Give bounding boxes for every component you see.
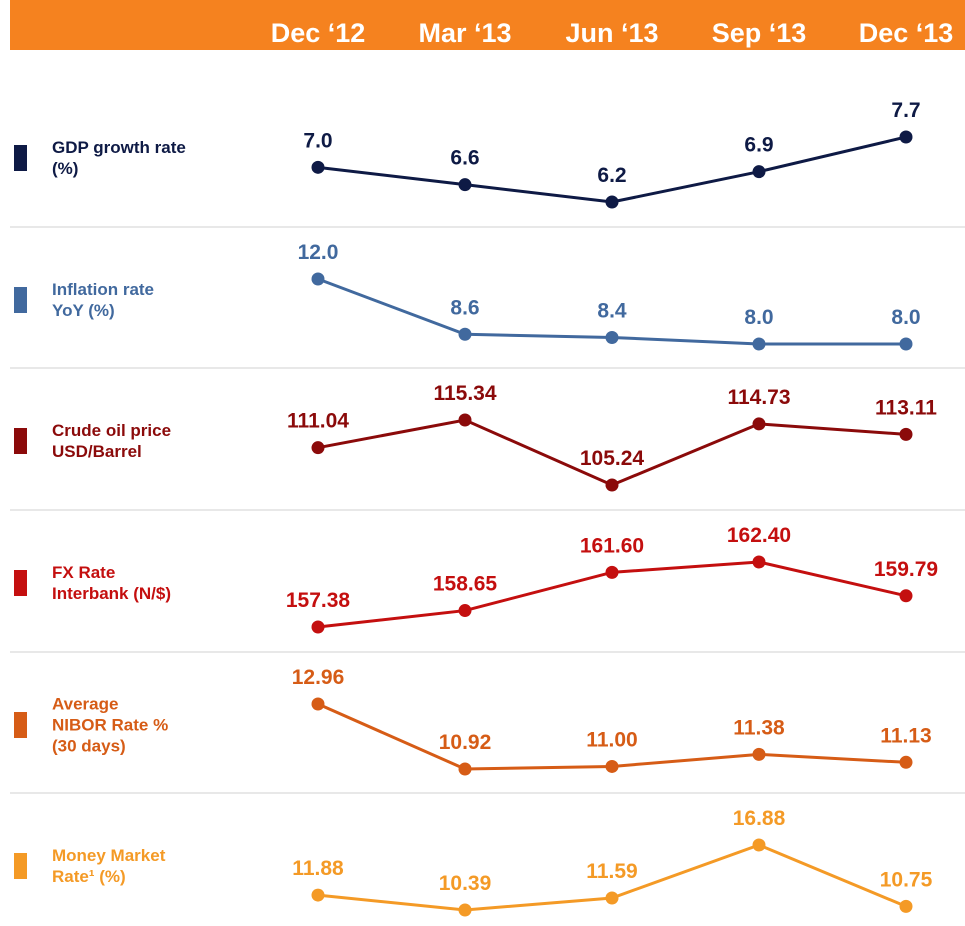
- header-bar: [10, 0, 965, 50]
- data-point: [899, 755, 913, 769]
- data-label: 8.4: [597, 300, 627, 323]
- data-point: [458, 762, 472, 776]
- data-label: 6.2: [597, 164, 626, 187]
- data-point: [899, 427, 913, 441]
- data-point: [458, 413, 472, 427]
- data-label: 161.60: [580, 534, 644, 557]
- data-point: [605, 759, 619, 773]
- data-label: 115.34: [433, 382, 496, 405]
- data-point: [752, 838, 766, 852]
- data-label: 111.04: [287, 410, 349, 433]
- data-label: 7.7: [891, 99, 920, 122]
- data-label: 8.6: [450, 296, 479, 319]
- data-label: 113.11: [875, 396, 937, 419]
- data-point: [458, 178, 472, 192]
- data-label: 11.13: [880, 724, 931, 747]
- data-point: [458, 903, 472, 917]
- data-label: 105.24: [580, 447, 645, 470]
- data-point: [752, 555, 766, 569]
- data-label: 159.79: [874, 558, 938, 581]
- data-label: 157.38: [286, 589, 351, 612]
- data-point: [752, 165, 766, 179]
- legend-swatch: [14, 145, 27, 171]
- data-point: [311, 441, 325, 455]
- data-point: [899, 337, 913, 351]
- column-header: Dec ‘13: [859, 18, 954, 48]
- data-label: 11.00: [586, 728, 637, 751]
- data-label: 12.96: [292, 666, 345, 689]
- data-point: [311, 697, 325, 711]
- row-label: FX Rate Interbank (N/$): [52, 563, 172, 603]
- data-point: [752, 747, 766, 761]
- column-header: Sep ‘13: [712, 18, 807, 48]
- data-label: 10.92: [439, 731, 492, 754]
- row-label: Inflation rate YoY (%): [52, 280, 155, 320]
- row-label: Money Market Rate¹ (%): [52, 846, 166, 886]
- data-label: 10.39: [439, 872, 492, 895]
- data-point: [458, 604, 472, 618]
- data-point: [752, 337, 766, 351]
- data-label: 11.38: [733, 716, 785, 739]
- legend-swatch: [14, 287, 27, 313]
- data-point: [899, 130, 913, 144]
- data-point: [605, 331, 619, 344]
- legend-swatch: [14, 428, 27, 454]
- column-header: Dec ‘12: [271, 18, 366, 48]
- data-label: 162.40: [727, 524, 791, 547]
- column-header: Mar ‘13: [418, 18, 511, 48]
- data-point: [458, 327, 472, 341]
- data-label: 11.59: [586, 860, 637, 883]
- data-label: 16.88: [733, 807, 786, 830]
- column-header: Jun ‘13: [565, 18, 658, 48]
- legend-swatch: [14, 712, 27, 738]
- data-label: 12.0: [298, 241, 339, 264]
- data-label: 8.0: [891, 306, 920, 329]
- row-label: Crude oil price USD/Barrel: [52, 421, 172, 461]
- data-label: 8.0: [744, 306, 773, 329]
- data-point: [311, 272, 325, 286]
- data-point: [899, 589, 913, 603]
- data-point: [605, 195, 619, 209]
- data-label: 7.0: [303, 129, 332, 152]
- data-point: [605, 891, 619, 905]
- data-label: 11.88: [292, 857, 344, 880]
- legend-swatch: [14, 570, 27, 596]
- row-label: GDP growth rate (%): [52, 138, 186, 178]
- data-point: [605, 565, 619, 579]
- data-label: 10.75: [880, 868, 933, 891]
- data-label: 158.65: [433, 573, 498, 596]
- data-label: 114.73: [727, 386, 790, 409]
- data-point: [311, 620, 325, 634]
- row-label: Average NIBOR Rate % (30 days): [52, 694, 169, 756]
- data-point: [311, 888, 325, 902]
- data-point: [752, 417, 766, 431]
- data-point: [311, 160, 325, 174]
- data-point: [899, 899, 913, 913]
- data-label: 6.6: [450, 147, 479, 170]
- legend-swatch: [14, 853, 27, 879]
- data-label: 6.9: [744, 134, 773, 157]
- data-point: [605, 478, 619, 492]
